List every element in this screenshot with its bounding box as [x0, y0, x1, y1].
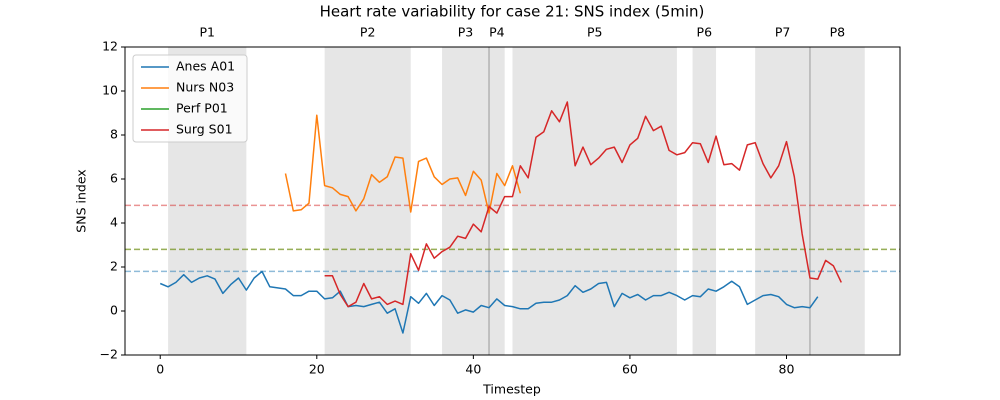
y-tick-label: 8 [110, 127, 118, 142]
phase-label: P7 [775, 25, 791, 40]
chart-title: Heart rate variability for case 21: SNS … [320, 3, 705, 21]
phase-band [809, 47, 865, 355]
y-tick-label: −2 [100, 347, 118, 362]
x-axis-label: Timestep [482, 382, 541, 397]
phase-label: P6 [697, 25, 713, 40]
series-line [324, 101, 842, 308]
phase-band [489, 47, 505, 355]
y-tick-label: 12 [102, 39, 118, 54]
legend-label: Perf P01 [176, 101, 228, 116]
x-tick-label: 40 [465, 362, 481, 377]
legend-label: Surg S01 [176, 122, 233, 137]
x-tick-label: 0 [156, 362, 164, 377]
x-tick-label: 60 [622, 362, 638, 377]
phase-label: P4 [489, 25, 505, 40]
legend-label: Nurs N03 [176, 80, 234, 95]
x-tick-label: 80 [779, 362, 795, 377]
y-axis-label: SNS index [74, 169, 89, 232]
legend-box [132, 54, 248, 143]
phase-band [442, 47, 490, 355]
series-line [284, 114, 522, 214]
plot-frame [124, 46, 901, 356]
y-tick-label: 6 [110, 171, 118, 186]
phase-band [692, 47, 717, 355]
phase-label: P2 [360, 25, 376, 40]
phase-label: P5 [587, 25, 603, 40]
legend-label: Anes A01 [176, 59, 235, 74]
y-tick-label: 4 [110, 215, 118, 230]
phase-label: P1 [199, 25, 215, 40]
phase-label: P3 [458, 25, 474, 40]
phase-band [755, 47, 810, 355]
y-tick-label: 0 [110, 303, 118, 318]
y-tick-label: 10 [102, 83, 118, 98]
phase-band [512, 47, 677, 355]
phase-label: P8 [830, 25, 846, 40]
y-tick-label: 2 [110, 259, 118, 274]
x-tick-label: 20 [309, 362, 325, 377]
phase-band [324, 47, 411, 355]
series-line [159, 270, 819, 334]
